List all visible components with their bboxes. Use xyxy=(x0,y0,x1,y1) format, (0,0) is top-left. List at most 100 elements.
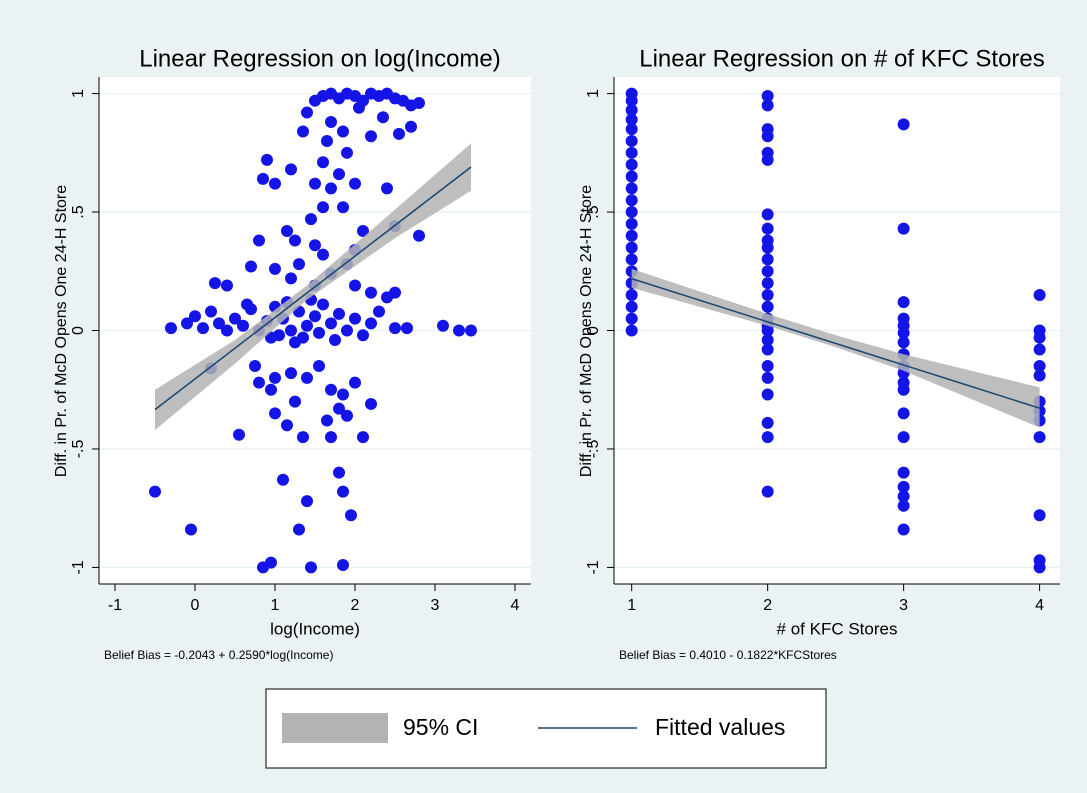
data-point xyxy=(1033,369,1046,382)
data-point xyxy=(761,360,774,373)
data-point xyxy=(365,286,377,299)
data-point xyxy=(345,509,357,522)
data-point xyxy=(897,499,910,512)
data-point xyxy=(897,336,910,349)
data-point xyxy=(277,473,289,486)
y-tick-label: .5 xyxy=(585,205,602,218)
data-point xyxy=(625,134,638,147)
data-point xyxy=(325,383,337,396)
data-point xyxy=(317,201,329,214)
data-point xyxy=(349,376,361,389)
data-point xyxy=(453,324,465,337)
data-point xyxy=(301,106,313,119)
data-point xyxy=(897,326,910,339)
x-tick-label: 2 xyxy=(763,597,772,614)
data-point xyxy=(761,324,774,337)
data-point xyxy=(333,466,345,479)
data-point xyxy=(897,431,910,444)
data-point xyxy=(761,388,774,401)
data-point xyxy=(625,300,638,313)
data-point xyxy=(761,333,774,346)
data-point xyxy=(761,222,774,235)
data-point xyxy=(313,360,325,373)
data-point xyxy=(309,310,321,323)
data-point xyxy=(337,559,349,572)
data-point xyxy=(325,116,337,129)
data-point xyxy=(309,94,321,107)
ci-band xyxy=(631,268,1040,428)
data-point xyxy=(285,272,297,285)
data-point xyxy=(897,523,910,536)
data-point xyxy=(309,177,321,190)
data-point xyxy=(237,319,249,332)
data-point xyxy=(245,303,257,316)
data-point xyxy=(625,229,638,242)
data-point xyxy=(285,324,297,337)
data-point xyxy=(1033,360,1046,373)
x-tick-label: 1 xyxy=(271,597,280,614)
data-point xyxy=(269,407,281,420)
data-point xyxy=(233,428,245,441)
x-tick-label: 3 xyxy=(431,597,440,614)
data-point xyxy=(761,208,774,221)
data-point xyxy=(341,409,353,422)
data-point xyxy=(897,222,910,235)
data-point xyxy=(761,371,774,384)
data-point xyxy=(761,300,774,313)
data-point xyxy=(297,331,309,344)
data-point xyxy=(269,262,281,275)
data-point xyxy=(761,130,774,143)
data-point xyxy=(625,158,638,171)
y-axis-label: Diff. in Pr. of McD Opens One 24-H Store xyxy=(578,185,595,477)
data-point xyxy=(221,324,233,337)
data-point xyxy=(297,431,309,444)
data-point xyxy=(365,130,377,143)
legend-label: Fitted values xyxy=(655,714,785,740)
data-point xyxy=(181,317,193,330)
ci-band xyxy=(155,143,471,431)
data-point xyxy=(265,383,277,396)
y-tick-label: -.5 xyxy=(585,440,602,459)
data-point xyxy=(1033,343,1046,356)
data-point xyxy=(1033,431,1046,444)
chart-title: Linear Regression on log(Income) xyxy=(139,45,501,72)
data-point xyxy=(349,312,361,325)
data-point xyxy=(377,111,389,124)
y-tick-label: -.5 xyxy=(70,440,87,459)
x-tick-label: 1 xyxy=(627,597,636,614)
data-point xyxy=(333,307,345,320)
data-point xyxy=(1033,288,1046,301)
fitted-line xyxy=(631,277,1040,409)
data-point xyxy=(365,397,377,410)
data-point xyxy=(413,97,425,110)
data-point xyxy=(257,172,269,185)
data-point xyxy=(761,241,774,254)
y-tick-label: .5 xyxy=(70,205,87,218)
legend-swatch xyxy=(282,713,388,743)
data-point xyxy=(897,118,910,131)
data-point xyxy=(333,168,345,181)
y-axis-label: Diff. in Pr. of McD Opens One 24-H Store xyxy=(53,185,70,477)
chart-title: Linear Regression on # of KFC Stores xyxy=(639,45,1045,72)
x-tick-label: 4 xyxy=(511,597,520,614)
data-point xyxy=(341,146,353,159)
data-point xyxy=(297,125,309,138)
data-point xyxy=(293,523,305,536)
data-point xyxy=(273,329,285,342)
data-point xyxy=(373,305,385,318)
data-point xyxy=(337,388,349,401)
x-axis-label: # of KFC Stores xyxy=(777,619,898,638)
data-point xyxy=(337,485,349,498)
data-point xyxy=(625,182,638,195)
data-point xyxy=(301,371,313,384)
data-point xyxy=(625,194,638,207)
data-point xyxy=(401,322,413,335)
data-point xyxy=(253,234,265,247)
data-point xyxy=(761,416,774,429)
data-point xyxy=(313,326,325,339)
x-axis-label: log(Income) xyxy=(270,619,360,638)
data-point xyxy=(365,317,377,330)
data-point xyxy=(213,317,225,330)
data-point xyxy=(317,298,329,311)
